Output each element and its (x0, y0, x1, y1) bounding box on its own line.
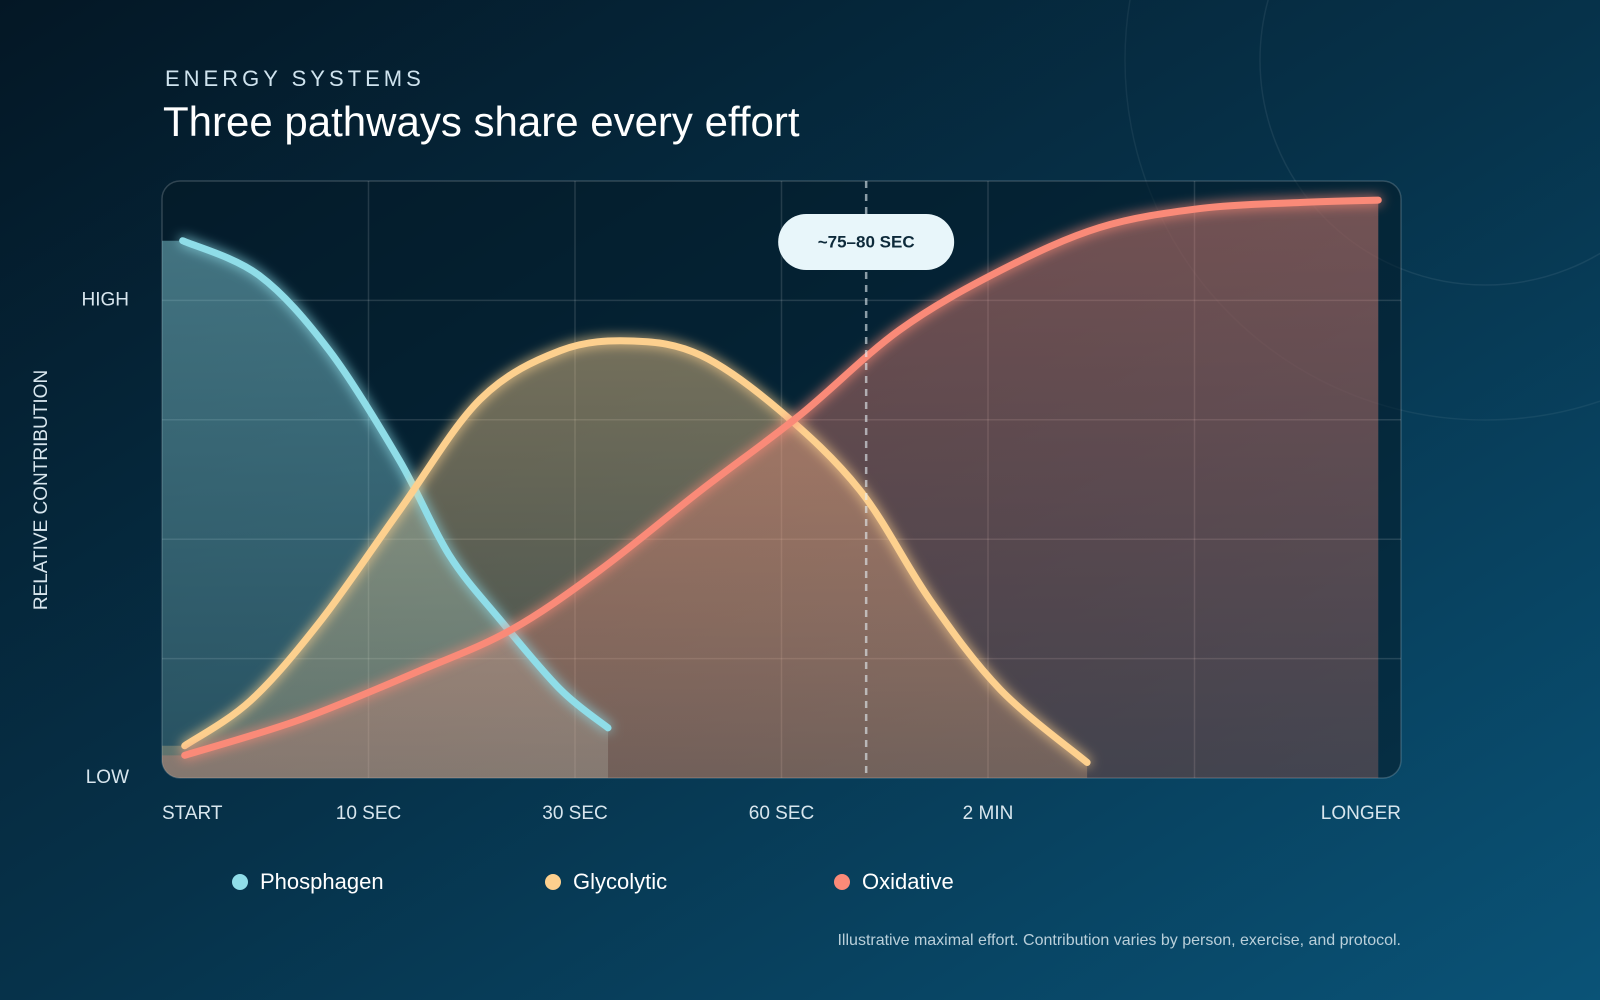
lines (179, 196, 1382, 766)
legend-swatch (545, 874, 561, 890)
areas (162, 200, 1379, 778)
annotation-text: ~75–80 SEC (818, 232, 915, 251)
y-tick-label: LOW (86, 767, 129, 788)
labels: START 10 SEC 30 SEC 60 SEC 2 MIN LONGER LOW HIG… (82, 289, 1402, 893)
legend-swatch (232, 874, 248, 890)
y-tick-label: HIGH (82, 289, 130, 310)
legend-label: Phosphagen (260, 869, 384, 894)
x-tick-label: 2 MIN (963, 803, 1014, 824)
x-tick-label: LONGER (1321, 803, 1401, 824)
x-tick-label: 60 SEC (749, 803, 814, 824)
annotation: ~75–80 SEC (778, 181, 955, 778)
line (181, 337, 1091, 766)
x-tick-label: START (162, 803, 223, 824)
legend-label: Oxidative (862, 869, 954, 894)
x-tick-label: 30 SEC (542, 803, 607, 824)
area (162, 200, 1379, 778)
y-axis-label: RELATIVE CONTRIBUTION (31, 370, 52, 610)
line (181, 196, 1382, 759)
decor-circle (1124, 0, 1600, 421)
chart-title: Three pathways share every effort (163, 98, 800, 145)
annotation-pill (778, 214, 955, 270)
x-tick-label: 10 SEC (336, 803, 401, 824)
legend-swatch (834, 874, 850, 890)
legend-label: Glycolytic (573, 869, 667, 894)
eyebrow: ENERGY SYSTEMS (165, 66, 425, 91)
decor-circle (1259, 0, 1600, 286)
footnote: Illustrative maximal effort. Contributio… (837, 932, 1401, 949)
